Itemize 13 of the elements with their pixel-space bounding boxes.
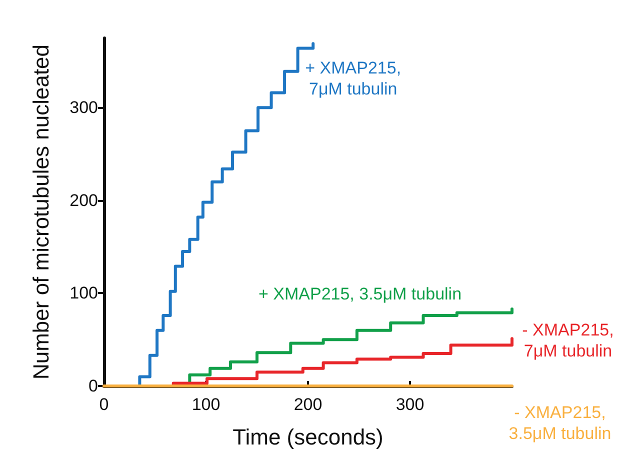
series-label: - XMAP215, 3.5μM tubulin	[508, 403, 612, 443]
y-tick-label: 100	[70, 284, 98, 303]
y-tick-label: 300	[70, 98, 98, 118]
series-label: - XMAP215, 7μM tubulin	[522, 320, 614, 361]
x-axis-title: Time (seconds)	[232, 424, 384, 450]
y-tick-label: 0	[88, 376, 98, 396]
series-label: + XMAP215, 3.5μM tubulin	[258, 284, 462, 304]
series-label: + XMAP215, 7μM tubulin	[305, 58, 402, 99]
x-tick-label: 100	[192, 395, 220, 414]
x-tick-label: 300	[396, 395, 424, 414]
x-tick-label: 200	[294, 395, 322, 414]
y-tick-label: 200	[70, 190, 98, 210]
y-axis-title: Number of microtubules nucleated	[28, 44, 54, 380]
